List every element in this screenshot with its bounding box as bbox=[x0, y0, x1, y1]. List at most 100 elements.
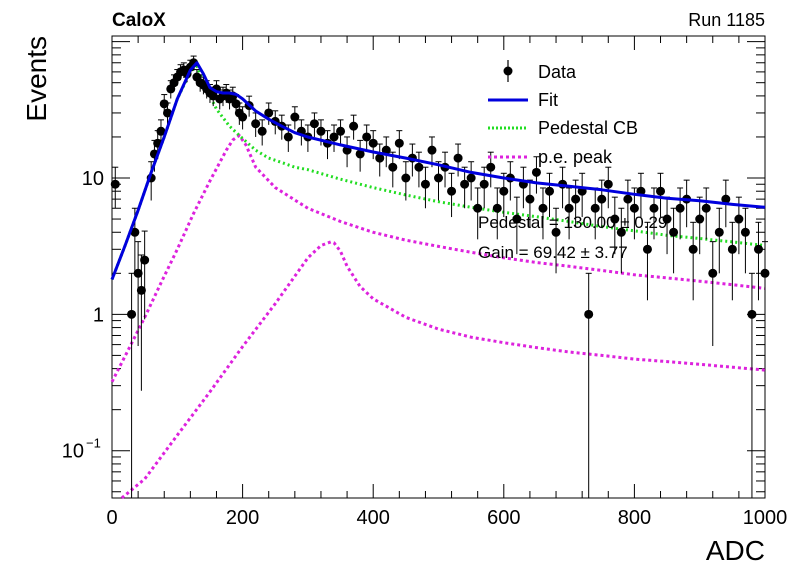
data-point bbox=[590, 203, 600, 213]
data-point bbox=[760, 268, 770, 278]
data-point bbox=[538, 203, 548, 213]
data-point bbox=[336, 126, 346, 136]
data-point bbox=[479, 179, 489, 189]
data-point bbox=[669, 227, 679, 237]
data-point bbox=[420, 179, 430, 189]
pedestal-fit-result: Pedestal = 130.00 ± 0.29 bbox=[478, 213, 667, 232]
pe-peak-second-curve bbox=[120, 240, 766, 500]
data-point bbox=[584, 309, 594, 319]
legend-entry-fit: Fit bbox=[488, 90, 558, 110]
data-point bbox=[571, 194, 581, 204]
data-point bbox=[251, 119, 261, 129]
data-point bbox=[231, 99, 241, 109]
data-point bbox=[362, 132, 372, 142]
data-point bbox=[388, 162, 398, 172]
legend-label-fit: Fit bbox=[538, 90, 558, 110]
y-tick-label-exponent: −1 bbox=[86, 436, 101, 451]
y-tick-label: 1 bbox=[93, 304, 104, 326]
pe-peak-2-line bbox=[120, 240, 766, 500]
data-point bbox=[375, 153, 385, 163]
data-point bbox=[753, 244, 763, 254]
data-point bbox=[616, 227, 626, 237]
data-point bbox=[414, 162, 424, 172]
data-point bbox=[283, 132, 293, 142]
data-point bbox=[130, 227, 140, 237]
data-point bbox=[290, 112, 300, 122]
data-point bbox=[656, 186, 666, 196]
data-point bbox=[623, 194, 633, 204]
y-tick-label: 10 bbox=[62, 441, 84, 463]
data-point bbox=[110, 179, 120, 189]
legend-label-pe-peak: p.e. peak bbox=[538, 147, 613, 167]
legend-label-pedestal: Pedestal CB bbox=[538, 118, 638, 138]
data-point bbox=[688, 244, 698, 254]
x-tick-label: 600 bbox=[487, 507, 520, 529]
x-axis-label: ADC bbox=[706, 535, 765, 566]
data-point bbox=[238, 112, 248, 122]
x-tick-label: 0 bbox=[106, 507, 117, 529]
data-point bbox=[512, 214, 522, 224]
data-point bbox=[610, 214, 620, 224]
data-point bbox=[447, 186, 457, 196]
data-point bbox=[499, 186, 509, 196]
data-point bbox=[597, 194, 607, 204]
data-point bbox=[329, 132, 339, 142]
data-point bbox=[714, 227, 724, 237]
data-point bbox=[136, 285, 146, 295]
data-point bbox=[734, 214, 744, 224]
data-point bbox=[466, 173, 476, 183]
plot-frame bbox=[111, 35, 766, 499]
fit-curve bbox=[110, 61, 766, 281]
data-point bbox=[309, 119, 319, 129]
axis-ticks bbox=[111, 36, 766, 498]
data-point bbox=[649, 203, 659, 213]
gain-fit-result: Gain = 69.42 ± 3.77 bbox=[478, 243, 628, 262]
data-point bbox=[394, 138, 404, 148]
pe-peak-1-line bbox=[110, 134, 766, 383]
data-point bbox=[531, 167, 541, 177]
data-point bbox=[127, 309, 137, 319]
data-point bbox=[675, 203, 685, 213]
x-tick-labels: 0 200 400 600 800 1000 bbox=[106, 507, 787, 529]
data-point bbox=[603, 179, 613, 189]
legend: Data Fit Pedestal CB p.e. peak bbox=[488, 60, 638, 167]
data-point bbox=[349, 121, 359, 131]
data-point bbox=[473, 203, 483, 213]
x-tick-label: 800 bbox=[618, 507, 651, 529]
legend-entry-pe-peak: p.e. peak bbox=[488, 147, 613, 167]
data-point bbox=[708, 268, 718, 278]
data-point bbox=[545, 186, 555, 196]
data-point bbox=[564, 203, 574, 213]
pe-peak-first-curve bbox=[110, 134, 766, 383]
experiment-label: CaloX bbox=[112, 10, 166, 31]
legend-label-data: Data bbox=[538, 62, 577, 82]
data-point bbox=[453, 153, 463, 163]
data-point bbox=[163, 108, 173, 118]
data-point bbox=[316, 126, 326, 136]
data-point bbox=[721, 194, 731, 204]
y-tick-label: 10 bbox=[82, 168, 104, 190]
data-point bbox=[355, 149, 365, 159]
data-point bbox=[727, 244, 737, 254]
data-point bbox=[401, 173, 411, 183]
data-point bbox=[427, 145, 437, 155]
data-point bbox=[381, 145, 391, 155]
data-point bbox=[492, 203, 502, 213]
data-point bbox=[257, 126, 267, 136]
x-tick-label: 200 bbox=[226, 507, 259, 529]
data-point bbox=[701, 203, 711, 213]
data-point bbox=[747, 309, 757, 319]
data-point bbox=[486, 162, 496, 172]
data-points bbox=[110, 55, 770, 498]
x-tick-label: 400 bbox=[357, 507, 390, 529]
data-point bbox=[264, 108, 274, 118]
legend-marker-data bbox=[503, 66, 513, 76]
data-point bbox=[740, 227, 750, 237]
data-point bbox=[368, 138, 378, 148]
data-point bbox=[695, 214, 705, 224]
data-point bbox=[460, 179, 470, 189]
legend-entry-data: Data bbox=[503, 60, 577, 82]
data-point bbox=[434, 173, 443, 183]
